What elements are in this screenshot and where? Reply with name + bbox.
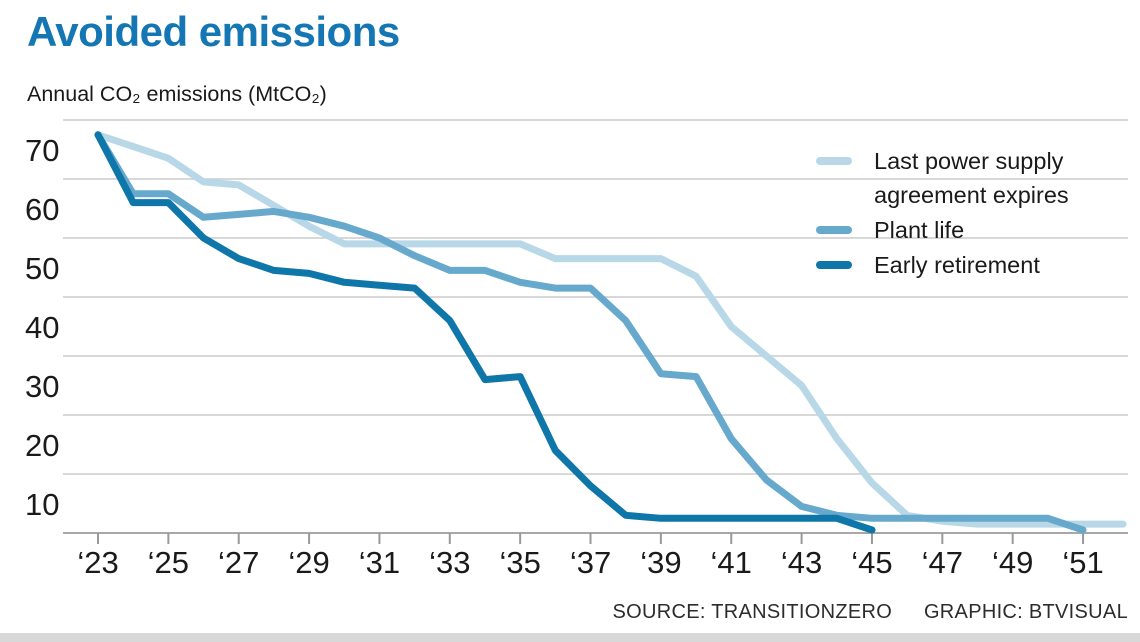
page-title: Avoided emissions <box>27 8 400 55</box>
series-line-plant-life <box>94 131 1087 534</box>
x-tick-label-37: ‘37 <box>570 545 611 580</box>
x-tick-label-43: ‘43 <box>781 545 822 580</box>
source-credit: SOURCE: TRANSITIONZERO <box>612 601 893 623</box>
x-tick-label-33: ‘33 <box>429 545 470 580</box>
x-tick-label-27: ‘27 <box>218 545 259 580</box>
y-tick-label-40: 40 <box>25 310 59 345</box>
legend-swatch-light <box>816 157 852 165</box>
x-tick-label-29: ‘29 <box>288 545 329 580</box>
x-tick-label-47: ‘47 <box>922 545 963 580</box>
legend-label: Early retirement <box>874 252 1040 278</box>
x-tick-label-49: ‘49 <box>992 545 1033 580</box>
y-axis-unit-label: Annual CO₂ emissions (MtCO₂) <box>27 82 327 106</box>
legend-item-last-power-supply: Last power supply agreement expires <box>816 144 1126 212</box>
legend-swatch-dark <box>816 261 852 269</box>
legend-label: Plant life <box>874 217 965 243</box>
x-tick-label-41: ‘41 <box>711 545 752 580</box>
y-tick-label-30: 30 <box>25 369 59 404</box>
x-tick-label-39: ‘39 <box>640 545 681 580</box>
y-tick-label-10: 10 <box>25 487 59 522</box>
legend-label: Last power supply agreement expires <box>874 148 1069 208</box>
bottom-divider-bar <box>0 633 1140 642</box>
y-tick-label-60: 60 <box>25 192 59 227</box>
x-tick-label-25: ‘25 <box>148 545 189 580</box>
y-tick-label-70: 70 <box>25 133 59 168</box>
x-tick-label-31: ‘31 <box>359 545 400 580</box>
legend-item-early-retirement: Early retirement <box>816 248 1126 282</box>
x-tick-label-23: ‘23 <box>77 545 118 580</box>
x-tick-label-45: ‘45 <box>851 545 892 580</box>
chart-legend: Last power supply agreement expires Plan… <box>816 144 1126 283</box>
x-tick-label-51: ‘51 <box>1062 545 1103 580</box>
y-tick-label-20: 20 <box>25 428 59 463</box>
series-line-early-retirement <box>94 131 876 534</box>
x-tick-label-35: ‘35 <box>499 545 540 580</box>
y-tick-label-50: 50 <box>25 251 59 286</box>
graphic-credit: GRAPHIC: BTVISUAL <box>923 601 1128 623</box>
chart-footer: SOURCE: TRANSITIONZERO GRAPHIC: BTVISUAL <box>613 601 1129 624</box>
legend-swatch-medium <box>816 226 852 234</box>
legend-item-plant-life: Plant life <box>816 213 1126 247</box>
